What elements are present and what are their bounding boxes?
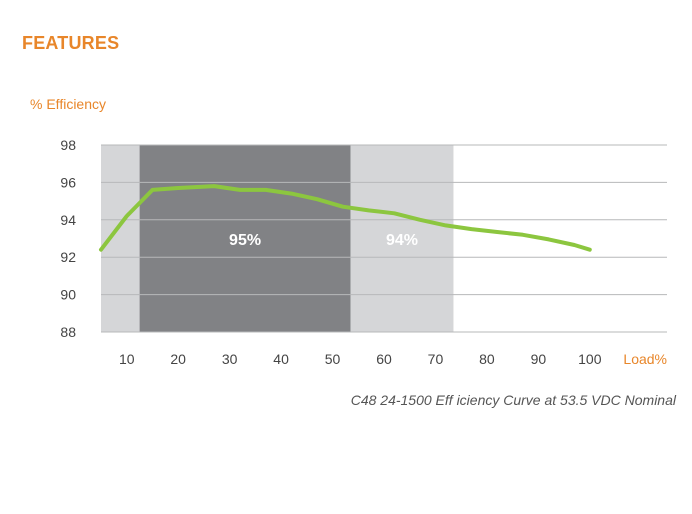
x-tick-label: 50 bbox=[325, 351, 341, 367]
y-tick-label: 98 bbox=[60, 137, 76, 153]
band-label: 95% bbox=[229, 232, 261, 249]
x-tick-label: 30 bbox=[222, 351, 238, 367]
band-label: 94% bbox=[386, 232, 418, 249]
band-light-left bbox=[101, 145, 140, 332]
page-title: FEATURES bbox=[22, 33, 120, 53]
x-tick-label: 100 bbox=[578, 351, 602, 367]
x-tick-label: 20 bbox=[170, 351, 186, 367]
x-tick-label: 70 bbox=[428, 351, 444, 367]
band-light-94 bbox=[350, 145, 454, 332]
x-tick-label: 90 bbox=[531, 351, 547, 367]
y-tick-label: 96 bbox=[60, 174, 76, 190]
x-tick-label: 80 bbox=[479, 351, 495, 367]
x-tick-label: 40 bbox=[273, 351, 289, 367]
y-axis-label: % Efficiency bbox=[30, 96, 106, 112]
x-tick-label: 10 bbox=[119, 351, 135, 367]
series-line-efficiency bbox=[99, 184, 592, 252]
y-tick-label: 92 bbox=[60, 249, 76, 265]
y-tick-label: 88 bbox=[60, 324, 76, 340]
x-tick-label: 60 bbox=[376, 351, 392, 367]
y-tick-label: 90 bbox=[60, 287, 76, 303]
x-axis-label: Load% bbox=[623, 351, 667, 367]
y-tick-label: 94 bbox=[60, 212, 76, 228]
band-dark-95 bbox=[139, 145, 351, 332]
chart-caption: C48 24-1500 Eff iciency Curve at 53.5 VD… bbox=[350, 392, 676, 408]
